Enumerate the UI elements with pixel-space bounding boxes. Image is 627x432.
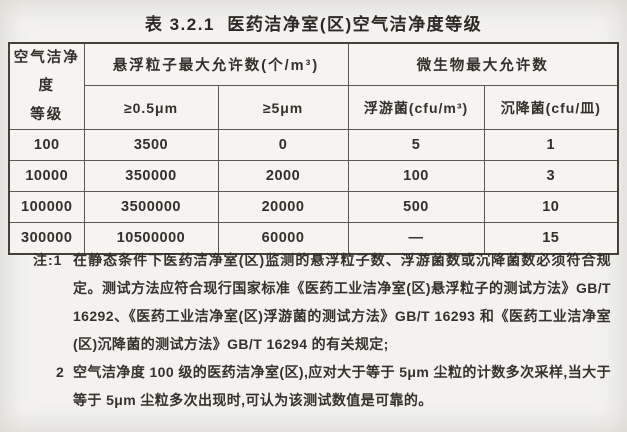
cell-airborne: 500	[347, 190, 485, 223]
page-title: 表 3.2.1 医药洁净室(区)空气洁净度等级	[144, 15, 483, 34]
header-microbes-group: 微生物最大允许数	[347, 42, 619, 87]
header-grade-line2: 等级	[30, 106, 64, 123]
cell-airborne: 100	[347, 159, 485, 192]
header-airborne-bacteria: 浮游菌(cfu/m³)	[347, 85, 485, 130]
cell-particle-5: 20000	[217, 190, 349, 223]
cell-grade: 100	[8, 128, 85, 161]
cell-particle-5: 60000	[217, 221, 349, 255]
cell-grade: 100000	[8, 190, 85, 223]
table-row-grade-100: 100 3500 0 5 1	[8, 128, 619, 161]
header-particles-group: 悬浮粒子最大允许数(个/m³)	[83, 42, 349, 87]
cell-particle-5: 0	[217, 128, 349, 161]
header-particle-05um: ≥0.5μm	[83, 85, 219, 130]
cell-settling: 10	[483, 190, 619, 223]
table-row-grade-300000: 300000 10500000 60000 — 15	[8, 221, 619, 255]
table-header-row-groups: 空气洁净度 等级 悬浮粒子最大允许数(个/m³) 微生物最大允许数	[8, 42, 619, 130]
cell-airborne: 5	[347, 128, 485, 161]
header-grade: 空气洁净度 等级	[8, 42, 85, 130]
table-row-grade-100000: 100000 3500000 20000 500 10	[8, 190, 619, 223]
cell-particle-05: 3500000	[83, 190, 219, 223]
note-2: 2 空气洁净度 100 级的医药洁净室(区),应对大于等于 5μm 尘粒的计数多…	[33, 358, 611, 414]
note-2-label: 2	[56, 364, 65, 380]
cell-particle-05: 10500000	[83, 221, 219, 255]
cell-settling: 3	[483, 159, 619, 192]
table-header-row-subcolumns: ≥0.5μm ≥5μm 浮游菌(cfu/m³) 沉降菌(cfu/皿)	[9, 85, 619, 130]
header-particle-5um: ≥5μm	[217, 85, 349, 130]
cell-particle-5: 2000	[217, 159, 349, 192]
cell-grade: 10000	[8, 159, 85, 192]
note-1-text: 在静态条件下医药洁净室(区)监测的悬浮粒子数、浮游菌数或沉降菌数必须符合规定。测…	[73, 252, 611, 352]
table-row-grade-10000: 10000 350000 2000 100 3	[8, 159, 619, 192]
header-grade-line1: 空气洁净度	[13, 50, 80, 95]
cell-settling: 15	[483, 221, 619, 255]
cell-settling: 1	[483, 128, 619, 161]
cell-airborne: —	[347, 221, 485, 255]
note-1: 注:1 在静态条件下医药洁净室(区)监测的悬浮粒子数、浮游菌数或沉降菌数必须符合…	[33, 246, 611, 358]
cleanliness-grade-table: 空气洁净度 等级 悬浮粒子最大允许数(个/m³) 微生物最大允许数 ≥0.5μm…	[8, 42, 620, 255]
footnotes-section: 注:1 在静态条件下医药洁净室(区)监测的悬浮粒子数、浮游菌数或沉降菌数必须符合…	[33, 246, 611, 414]
cell-particle-05: 3500	[83, 128, 219, 161]
cell-grade: 300000	[8, 221, 85, 255]
note-2-text: 空气洁净度 100 级的医药洁净室(区),应对大于等于 5μm 尘粒的计数多次采…	[73, 364, 611, 408]
cell-particle-05: 350000	[83, 159, 219, 192]
header-settling-bacteria: 沉降菌(cfu/皿)	[483, 85, 619, 130]
note-1-label: 注:1	[33, 252, 63, 268]
